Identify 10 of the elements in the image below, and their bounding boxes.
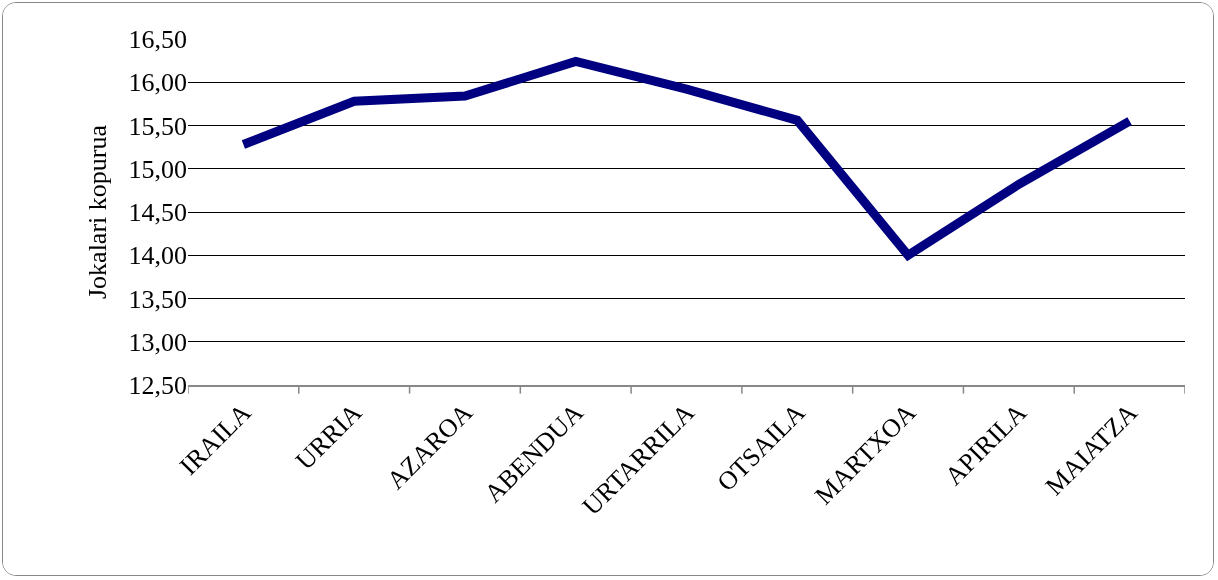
y-tick-label: 12,50	[128, 371, 187, 401]
y-tick-label: 15,50	[128, 111, 187, 141]
y-tick-label: 14,00	[128, 241, 187, 271]
y-axis-title: Jokalari kopurua	[82, 124, 112, 300]
y-tick-label: 15,00	[128, 154, 187, 184]
y-tick-label: 13,00	[128, 327, 187, 357]
y-tick-label: 16,00	[128, 68, 187, 98]
y-tick-label: 16,50	[128, 25, 187, 55]
y-tick-label: 13,50	[128, 284, 187, 314]
y-tick-label: 14,50	[128, 198, 187, 228]
